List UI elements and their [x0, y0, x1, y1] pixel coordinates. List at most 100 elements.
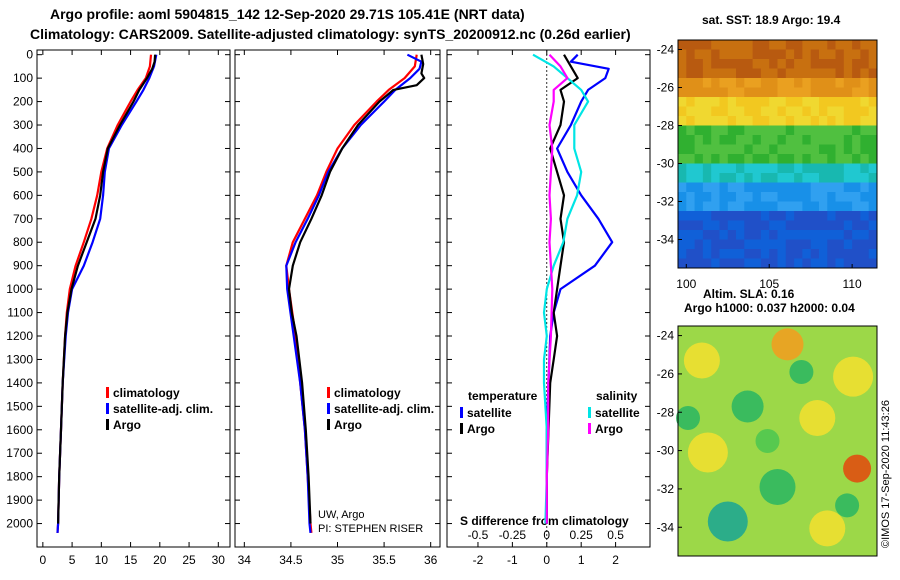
sst-cell: [843, 201, 853, 212]
sst-cell: [752, 68, 762, 79]
x-tick-label: 2: [612, 553, 619, 567]
sst-cell: [802, 258, 812, 269]
sst-cell: [802, 211, 812, 221]
sst-cell: [686, 211, 696, 221]
sst-cell: [802, 201, 812, 212]
sst-cell: [860, 135, 870, 145]
x-tick-label: 25: [182, 553, 196, 567]
sst-cell: [843, 125, 853, 136]
sst-cell: [843, 106, 853, 117]
sst-cell: [785, 192, 795, 202]
sst-cell: [852, 230, 861, 240]
x-tick-label: -2: [473, 553, 484, 567]
sst-cell: [736, 154, 745, 164]
sst-map-title: sat. SST: 18.9 Argo: 19.4: [702, 13, 841, 27]
sst-cell: [785, 239, 795, 250]
sst-cell: [719, 40, 729, 50]
sst-cell: [702, 182, 712, 193]
sst-cell: [744, 211, 754, 221]
sst-cell: [744, 68, 754, 79]
sst-cell: [694, 135, 704, 145]
x-tick-label: 10: [95, 553, 109, 567]
sst-cell: [819, 59, 828, 69]
sst-cell: [719, 125, 729, 136]
sst-cell: [835, 258, 845, 269]
sst-cell: [835, 135, 845, 145]
lat-tick-label: -34: [657, 520, 675, 534]
sst-cell: [810, 68, 820, 79]
sst-cell: [835, 154, 845, 164]
sst-cell: [694, 192, 704, 202]
sst-cell: [769, 78, 778, 88]
lon-tick-label: 105: [759, 277, 779, 291]
sst-cell: [702, 220, 712, 231]
series-line-satellite-adj-clim-: [56, 54, 158, 533]
sst-cell: [711, 135, 720, 145]
sst-cell: [744, 135, 754, 145]
legend-swatch: [106, 403, 109, 414]
sst-cell: [810, 40, 820, 50]
sst-cell: [711, 106, 720, 117]
sst-cell: [852, 249, 861, 259]
legend-swatch: [327, 419, 330, 430]
sst-cell: [827, 68, 837, 79]
sst-cell: [769, 249, 778, 259]
sst-cell: [843, 154, 853, 164]
sst-cell: [802, 106, 812, 117]
sst-cell: [711, 182, 720, 193]
sst-cell: [769, 154, 778, 164]
sst-cell: [794, 135, 803, 145]
depth-tick-label: 1300: [6, 352, 33, 366]
sst-cell: [752, 192, 762, 202]
sst-cell: [760, 211, 770, 221]
sla-map-title: Altim. SLA: 0.16: [703, 287, 795, 301]
sst-cell: [794, 258, 803, 269]
sst-cell: [843, 239, 853, 250]
sst-cell: [702, 87, 712, 98]
sst-cell: [777, 201, 787, 212]
sst-cell: [736, 249, 745, 259]
sst-cell: [769, 182, 778, 193]
sst-cell: [819, 40, 828, 50]
sst-cell: [785, 182, 795, 193]
sst-cell: [843, 258, 853, 269]
sst-cell: [868, 125, 878, 136]
sst-cell: [702, 249, 712, 259]
sst-cell: [744, 59, 754, 69]
sst-cell: [727, 78, 737, 88]
sst-cell: [785, 59, 795, 69]
x-tick-label: 35: [331, 553, 345, 567]
salinity-tick-label: 0.5: [607, 528, 624, 542]
sst-cell: [711, 78, 720, 88]
sst-cell: [843, 220, 853, 231]
sst-cell: [810, 97, 820, 107]
argo-height-title: Argo h1000: 0.037 h2000: 0.04: [684, 301, 855, 315]
sst-cell: [711, 97, 720, 107]
sst-cell: [785, 154, 795, 164]
sst-cell: [678, 249, 687, 259]
sst-cell: [777, 106, 787, 117]
depth-tick-label: 800: [13, 235, 33, 249]
sst-cell: [810, 173, 820, 183]
sst-cell: [810, 201, 820, 212]
sst-cell: [760, 87, 770, 98]
sst-cell: [744, 40, 754, 50]
sst-cell: [744, 239, 754, 250]
sst-cell: [686, 116, 696, 126]
sst-cell: [810, 78, 820, 88]
sst-cell: [727, 182, 737, 193]
sst-cell: [678, 106, 687, 117]
sla-anomaly-blob: [683, 342, 720, 379]
sst-cell: [678, 220, 687, 231]
sst-cell: [702, 144, 712, 155]
sst-cell: [819, 173, 828, 183]
sst-cell: [860, 59, 870, 69]
sst-cell: [744, 87, 754, 98]
sst-cell: [802, 182, 812, 193]
sst-cell: [868, 78, 878, 88]
sst-cell: [810, 230, 820, 240]
sst-cell: [819, 144, 828, 155]
sst-cell: [678, 163, 687, 174]
sst-cell: [777, 135, 787, 145]
depth-tick-label: 1500: [6, 399, 33, 413]
